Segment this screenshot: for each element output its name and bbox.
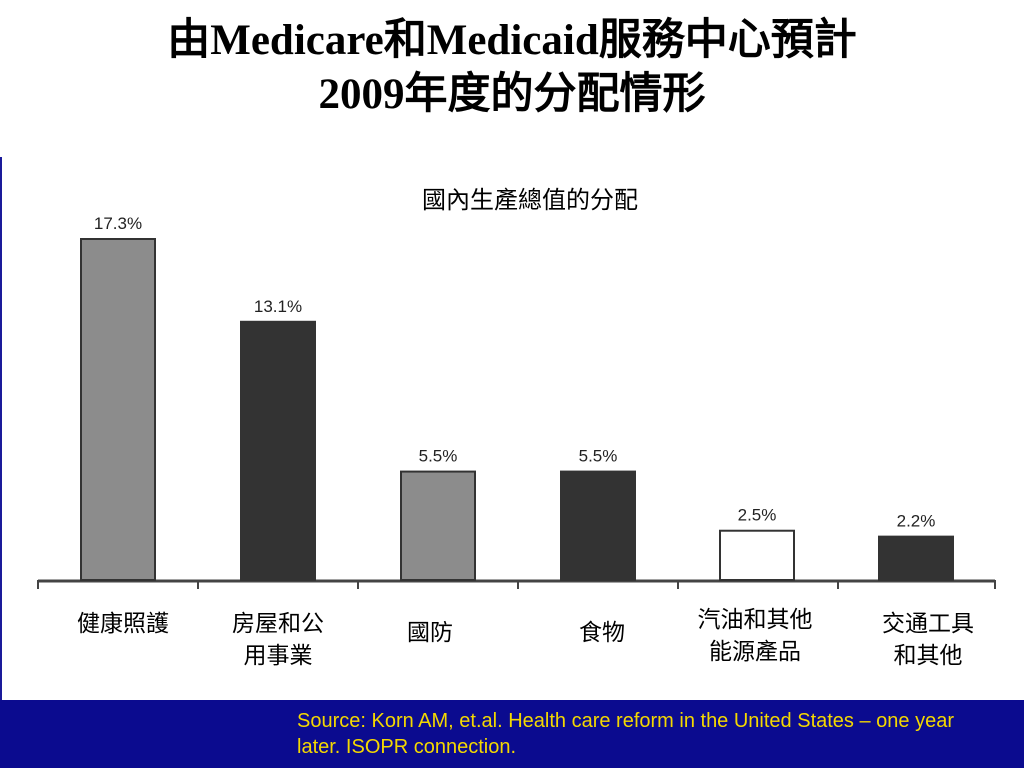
category-label: 汽油和其他 能源產品 <box>697 607 813 665</box>
bar-data-label: 13.1% <box>254 297 302 316</box>
slide-title-line2: 2009年度的分配情形 <box>318 71 706 118</box>
chart-title: 國內生產總值的分配 <box>422 186 638 214</box>
category-label: 食物 <box>579 620 625 646</box>
bar-data-label: 5.5% <box>419 447 458 466</box>
bar <box>80 238 156 581</box>
slide-title-line1: 由Medicare和Medicaid服務中心預計 <box>167 17 857 64</box>
bar-data-label: 2.5% <box>738 506 777 525</box>
bar <box>719 529 795 581</box>
footer-bar <box>0 700 1024 768</box>
bar-data-label: 17.3% <box>94 214 142 233</box>
category-label: 交通工具 和其他 <box>882 611 974 669</box>
bar-chart: 17.3% 13.1% 5.5% 5.5% 2.5% 2.2% <box>37 214 996 589</box>
bar <box>400 470 476 582</box>
category-label: 健康照護 <box>77 611 169 637</box>
source-citation: Source: Korn AM, et.al. Health care refo… <box>297 710 955 758</box>
bar-data-label: 5.5% <box>579 447 618 466</box>
category-label: 房屋和公 用事業 <box>232 611 324 669</box>
bar <box>240 320 316 581</box>
category-label: 國防 <box>407 620 453 646</box>
bar <box>878 535 954 581</box>
bar-data-label: 2.2% <box>897 512 936 531</box>
slide-title: 由Medicare和Medicaid服務中心預計 2009年度的分配情形 <box>0 14 1024 122</box>
bar <box>560 470 636 582</box>
left-border-rule <box>0 157 2 700</box>
